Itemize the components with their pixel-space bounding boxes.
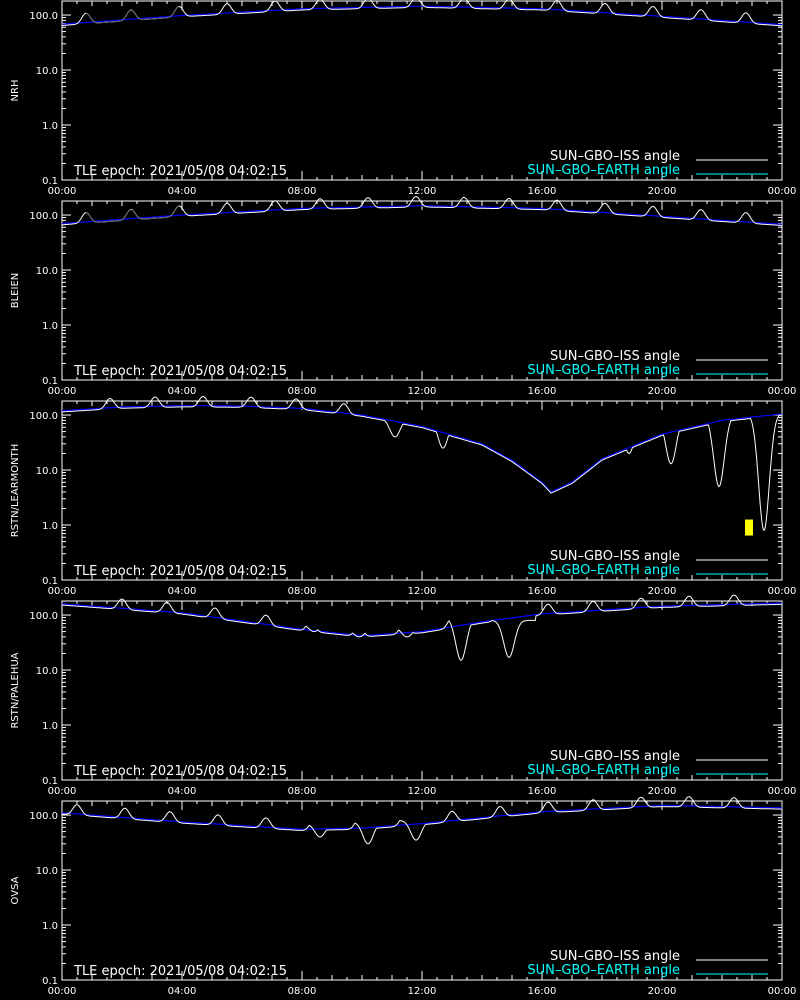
panel-3: 100.010.01.00.100:00 04:00 08:00 12:00 16:00… bbox=[10, 395, 797, 597]
x-tick-label: 00:00 bbox=[768, 786, 797, 797]
legend-iss-label: SUN–GBO–ISS angle bbox=[550, 349, 680, 364]
y-tick-label: 0.1 bbox=[42, 776, 58, 787]
panel-4: 100.010.01.00.100:00 04:00 08:00 12:00 16:00… bbox=[10, 594, 797, 797]
x-tick-label: 00:00 bbox=[768, 386, 797, 397]
y-tick-label: 1.0 bbox=[42, 721, 58, 732]
y-tick-label: 1.0 bbox=[42, 321, 58, 332]
y-axis-label: RSTN/PALEHUA bbox=[10, 652, 21, 728]
x-tick-label: 00:00 bbox=[48, 586, 77, 597]
x-tick-label: 08:00 bbox=[288, 386, 317, 397]
x-tick-label: 00:00 bbox=[48, 986, 77, 997]
y-axis-label: OVSA bbox=[10, 876, 21, 904]
x-tick-label: 20:00 bbox=[648, 186, 677, 197]
x-tick-label: 04:00 bbox=[168, 586, 197, 597]
x-tick-label: 16:00 bbox=[528, 786, 557, 797]
x-tick-label: 12:00 bbox=[408, 986, 437, 997]
iss-angle-occulted bbox=[85, 9, 132, 24]
earth-angle-curve bbox=[61, 602, 783, 637]
x-tick-label: 00:00 bbox=[768, 186, 797, 197]
y-tick-label: 10.0 bbox=[36, 866, 58, 877]
iss-angle-occulted bbox=[131, 205, 180, 220]
legend-earth-label: SUN–GBO–EARTH angle bbox=[527, 963, 680, 978]
earth-angle-curve bbox=[61, 804, 783, 830]
x-tick-label: 00:00 bbox=[48, 386, 77, 397]
x-tick-label: 08:00 bbox=[288, 586, 317, 597]
iss-angle-curve bbox=[62, 796, 782, 845]
x-tick-label: 20:00 bbox=[648, 386, 677, 397]
x-tick-label: 04:00 bbox=[168, 986, 197, 997]
legend-iss-label: SUN–GBO–ISS angle bbox=[550, 549, 680, 564]
x-tick-label: 16:00 bbox=[528, 386, 557, 397]
y-axis-label: BLEIEN bbox=[10, 273, 21, 309]
legend-earth-label: SUN–GBO–EARTH angle bbox=[527, 363, 680, 378]
x-tick-label: 16:00 bbox=[528, 986, 557, 997]
x-tick-label: 08:00 bbox=[288, 186, 317, 197]
legend-iss-label: SUN–GBO–ISS angle bbox=[550, 149, 680, 164]
y-tick-label: 0.1 bbox=[42, 576, 58, 587]
y-axis-label: NRH bbox=[10, 80, 21, 102]
tle-epoch-label: TLE epoch: 2021/05/08 04:02:15 bbox=[73, 764, 287, 779]
iss-angle-curve bbox=[61, 0, 782, 27]
x-tick-label: 12:00 bbox=[408, 186, 437, 197]
x-tick-label: 16:00 bbox=[528, 186, 557, 197]
x-tick-label: 04:00 bbox=[168, 786, 197, 797]
x-tick-label: 00:00 bbox=[48, 186, 77, 197]
y-tick-label: 1.0 bbox=[42, 921, 58, 932]
y-axis-label: RSTN/LEARMONTH bbox=[10, 444, 21, 538]
y-tick-label: 100.0 bbox=[29, 811, 58, 822]
x-tick-label: 08:00 bbox=[288, 786, 317, 797]
y-tick-label: 0.1 bbox=[42, 176, 58, 187]
x-tick-label: 00:00 bbox=[768, 986, 797, 997]
iss-angle-occulted bbox=[131, 6, 180, 20]
panel-1: 100.010.01.00.100:00 04:00 08:00 12:00 16:00… bbox=[10, 0, 796, 197]
tle-epoch-label: TLE epoch: 2021/05/08 04:02:15 bbox=[73, 964, 287, 979]
iss-angle-curve bbox=[62, 395, 783, 532]
legend-iss-label: SUN–GBO–ISS angle bbox=[550, 949, 680, 964]
legend-earth-label: SUN–GBO–EARTH angle bbox=[527, 763, 680, 778]
y-tick-label: 0.1 bbox=[42, 376, 58, 387]
y-tick-label: 0.1 bbox=[42, 976, 58, 987]
iss-angle-occulted bbox=[85, 208, 132, 223]
x-tick-label: 00:00 bbox=[48, 786, 77, 797]
x-tick-label: 12:00 bbox=[408, 786, 437, 797]
legend-earth-label: SUN–GBO–EARTH angle bbox=[527, 163, 680, 178]
tle-epoch-label: TLE epoch: 2021/05/08 04:02:15 bbox=[73, 164, 287, 179]
x-tick-label: 12:00 bbox=[408, 386, 437, 397]
x-tick-label: 08:00 bbox=[288, 986, 317, 997]
x-tick-label: 20:00 bbox=[648, 986, 677, 997]
y-tick-label: 100.0 bbox=[29, 11, 58, 22]
y-tick-label: 1.0 bbox=[42, 121, 58, 132]
legend-earth-label: SUN–GBO–EARTH angle bbox=[527, 563, 680, 578]
x-tick-label: 20:00 bbox=[648, 586, 677, 597]
iss-angle-curve bbox=[61, 594, 782, 661]
legend-iss-label: SUN–GBO–ISS angle bbox=[550, 749, 680, 764]
y-tick-label: 100.0 bbox=[29, 611, 58, 622]
x-tick-label: 12:00 bbox=[408, 586, 437, 597]
y-tick-label: 10.0 bbox=[36, 66, 58, 77]
x-tick-label: 16:00 bbox=[528, 586, 557, 597]
earth-angle-curve bbox=[61, 405, 783, 493]
tle-epoch-label: TLE epoch: 2021/05/08 04:02:15 bbox=[73, 564, 287, 579]
y-tick-label: 10.0 bbox=[36, 266, 58, 277]
y-tick-label: 10.0 bbox=[36, 466, 58, 477]
panel-5: 100.010.01.00.100:00 04:00 08:00 12:00 16:00… bbox=[10, 796, 797, 997]
iss-angle-curve bbox=[61, 196, 783, 226]
panel-2: 100.010.01.00.100:00 04:00 08:00 12:00 16:00… bbox=[10, 196, 797, 397]
y-tick-label: 10.0 bbox=[36, 666, 58, 677]
y-tick-label: 100.0 bbox=[29, 411, 58, 422]
x-tick-label: 04:00 bbox=[168, 386, 197, 397]
x-tick-label: 00:00 bbox=[768, 586, 797, 597]
y-tick-label: 100.0 bbox=[29, 211, 58, 222]
tle-epoch-label: TLE epoch: 2021/05/08 04:02:15 bbox=[73, 364, 287, 379]
x-tick-label: 04:00 bbox=[168, 186, 197, 197]
y-tick-label: 1.0 bbox=[42, 521, 58, 532]
minimum-angle-marker bbox=[745, 519, 753, 536]
x-tick-label: 20:00 bbox=[648, 786, 677, 797]
